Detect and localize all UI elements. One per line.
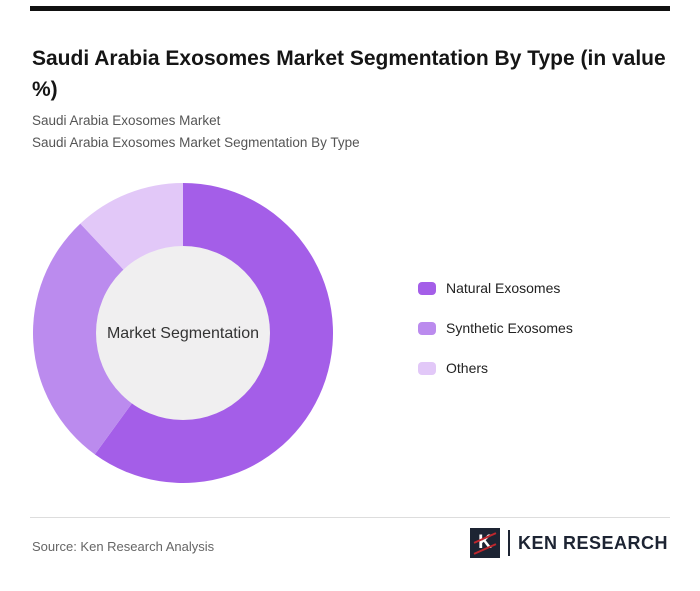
footer-divider xyxy=(30,517,670,518)
legend-swatch-synthetic-exosomes xyxy=(418,321,436,335)
legend-label: Natural Exosomes xyxy=(446,280,561,296)
ken-research-logo-text: KEN RESEARCH xyxy=(517,532,668,553)
page-title: Saudi Arabia Exosomes Market Segmentatio… xyxy=(32,47,666,101)
donut-chart: Market Segmentation xyxy=(33,183,333,483)
legend-label: Synthetic Exosomes xyxy=(446,320,573,336)
ken-research-logo: K KEN RESEARCH xyxy=(469,528,668,558)
donut-center-circle xyxy=(96,246,270,420)
legend-item-synthetic-exosomes: Synthetic Exosomes xyxy=(418,320,573,336)
donut-center-label: Market Segmentation xyxy=(107,325,259,342)
chart-legend: Natural Exosomes Synthetic Exosomes Othe… xyxy=(418,280,573,400)
legend-swatch-natural-exosomes xyxy=(418,281,436,295)
legend-label: Others xyxy=(446,360,489,376)
legend-item-others: Others xyxy=(418,360,573,376)
legend-swatch-others xyxy=(418,361,436,375)
logo-separator xyxy=(507,530,510,556)
legend-item-natural-exosomes: Natural Exosomes xyxy=(418,280,573,296)
top-accent-bar xyxy=(30,6,670,11)
ken-research-logo-icon: K xyxy=(469,528,500,558)
chart-subtitle-market: Saudi Arabia Exosomes Market xyxy=(32,113,221,128)
source-note: Source: Ken Research Analysis xyxy=(32,539,215,554)
chart-subtitle-segmentation: Saudi Arabia Exosomes Market Segmentatio… xyxy=(32,135,360,150)
